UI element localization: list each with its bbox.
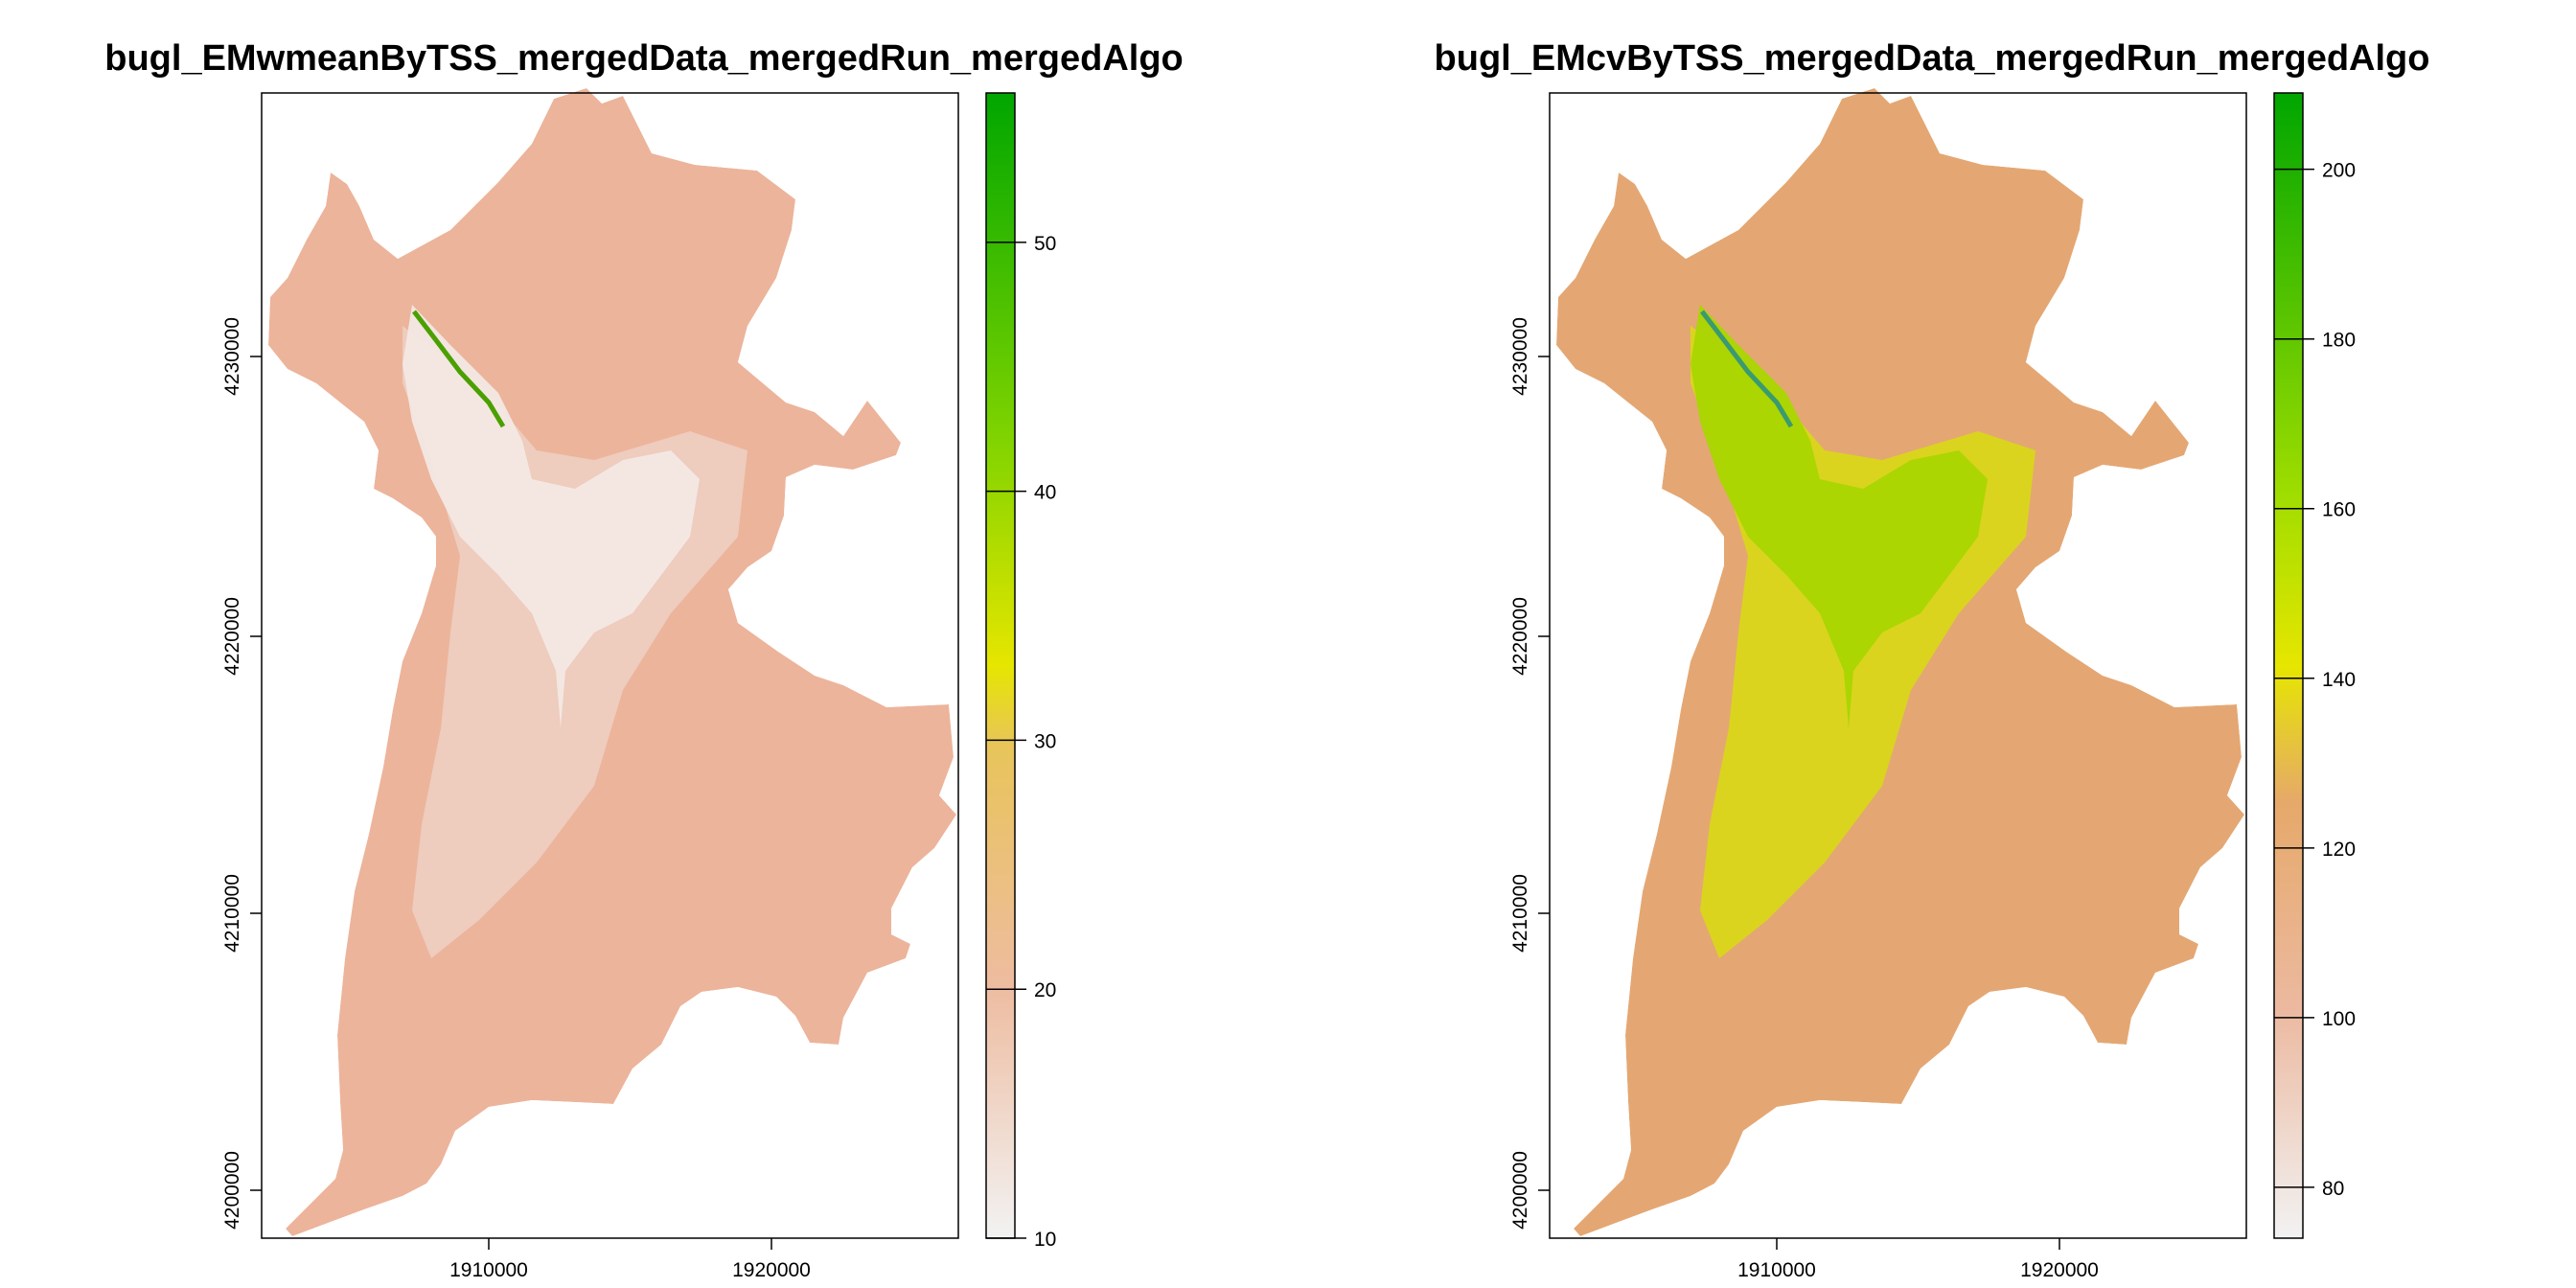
y-tick-label: 4230000 [1509,317,1531,396]
map-title: bugl_EMwmeanByTSS_mergedData_mergedRun_m… [104,38,1184,79]
raster-center-region [1690,305,1988,728]
river-channel [1700,310,1794,428]
river-channel [412,310,506,428]
y-tick-label: 4220000 [1509,597,1531,676]
y-tick-label: 4230000 [221,317,243,396]
x-tick-label: 1920000 [732,1259,811,1281]
y-tick-label: 4200000 [221,1151,243,1230]
legend-tick-label: 160 [2322,499,2356,521]
map-title: bugl_EMcvByTSS_mergedData_mergedRun_merg… [1434,38,2430,79]
y-tick-label: 4200000 [1509,1151,1531,1230]
plot-frame [1549,92,2247,1239]
y-tick-label: 4210000 [1509,874,1531,953]
legend-tick-label: 50 [1034,233,1056,255]
legend-tick-label: 30 [1034,730,1056,752]
raster-area [268,88,956,1236]
y-tick-label: 4220000 [221,597,243,676]
x-tick-label: 1910000 [1737,1259,1816,1281]
legend-tick-label: 120 [2322,839,2356,861]
legend-tick-label: 100 [2322,1008,2356,1030]
legend-tick-label: 200 [2322,160,2356,182]
plot-frame [261,92,959,1239]
map-plot-cv: 1910000 1920000 4200000 4210000 4220000 42300… [1509,88,2356,1281]
legend-tick-label: 80 [2322,1178,2344,1200]
legend-tick-label: 180 [2322,330,2356,352]
map-plot-wmean: 1910000 1920000 4200000 4210000 4220000 42300… [221,88,1056,1281]
y-tick-label: 4210000 [221,874,243,953]
legend-colorbar [985,92,1016,1239]
x-tick-label: 1910000 [449,1259,528,1281]
legend-tick-label: 40 [1034,482,1056,504]
map-panel-cv: bugl_EMcvByTSS_mergedData_mergedRun_merg… [1288,0,2576,1288]
legend-tick-label: 140 [2322,669,2356,691]
raster-center-region [402,305,700,728]
legend-colorbar [2273,92,2304,1239]
map-panel-wmean: bugl_EMwmeanByTSS_mergedData_mergedRun_m… [104,38,1184,1281]
legend-tick-label: 10 [1034,1229,1056,1251]
raster-area [1556,88,2244,1236]
x-tick-label: 1920000 [2020,1259,2099,1281]
legend-tick-label: 20 [1034,979,1056,1001]
